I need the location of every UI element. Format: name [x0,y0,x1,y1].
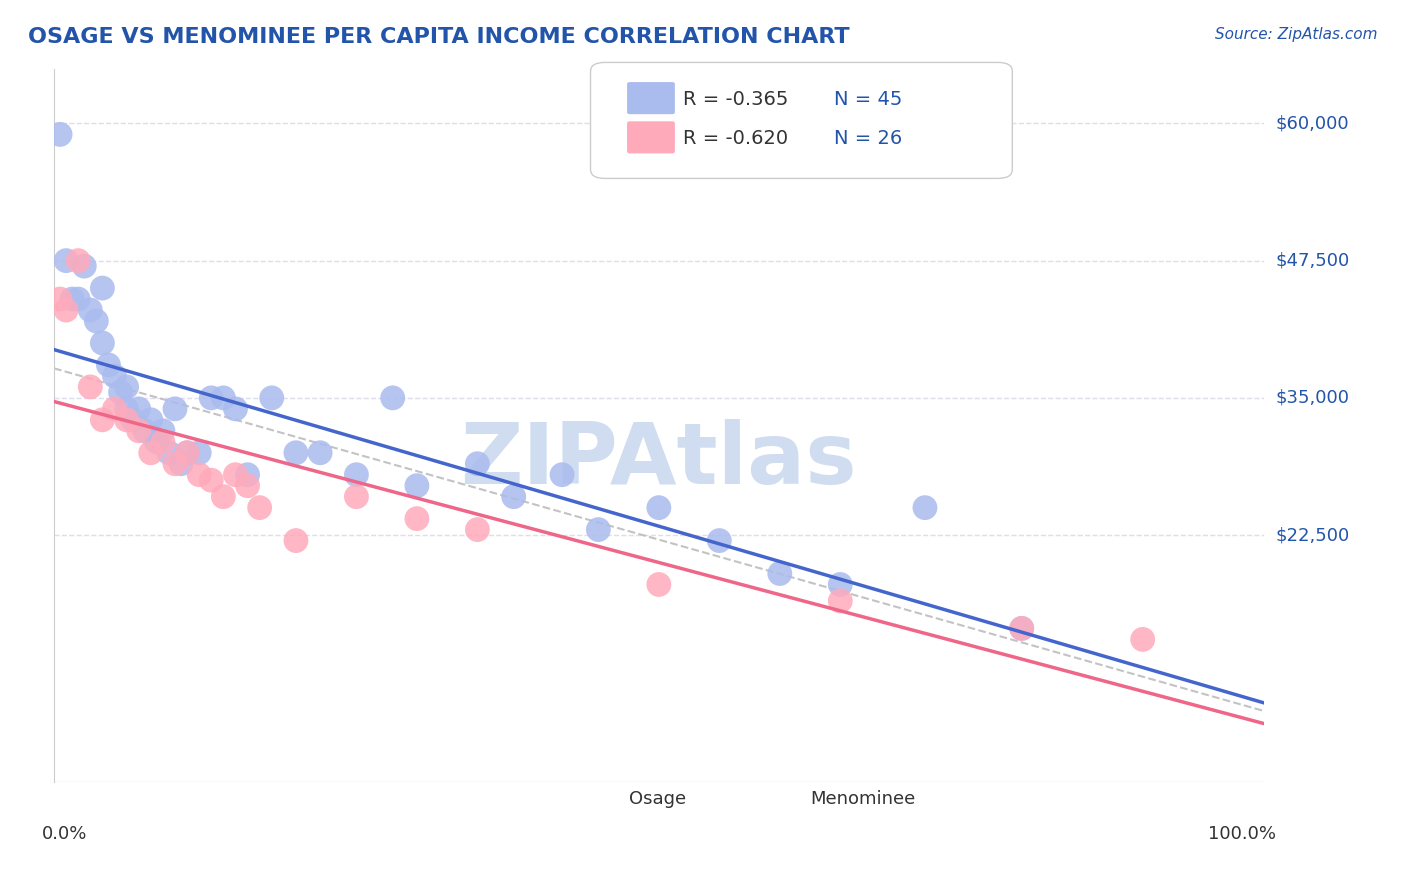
Point [139,446,162,460]
Point [49,128,72,142]
Point [224,401,246,416]
Text: N = 26: N = 26 [834,128,903,148]
Point [146,434,169,449]
Point [284,533,307,548]
Point [176,446,198,460]
Point [91,336,114,351]
Point [157,446,180,460]
Point [110,385,132,400]
Point [115,401,138,416]
Text: 100.0%: 100.0% [1208,825,1275,843]
Point [134,424,156,438]
Point [284,446,307,460]
Text: N = 45: N = 45 [834,89,903,109]
Point [103,368,125,383]
Point [163,457,186,471]
Point [309,446,332,460]
Point [502,490,524,504]
Point [648,577,671,591]
Point [467,523,489,537]
Point [346,490,368,504]
Point [128,424,150,438]
Point [236,479,259,493]
Point [103,401,125,416]
Point [406,479,429,493]
Point [152,434,174,449]
FancyBboxPatch shape [754,787,794,812]
Point [152,424,174,438]
Point [55,253,77,268]
Point [830,577,852,591]
Point [236,467,259,482]
Point [914,500,936,515]
Point [769,566,792,581]
Text: ZIPAtlas: ZIPAtlas [461,419,858,502]
Point [1011,621,1033,635]
Text: OSAGE VS MENOMINEE PER CAPITA INCOME CORRELATION CHART: OSAGE VS MENOMINEE PER CAPITA INCOME COR… [28,27,849,46]
Point [60,292,83,306]
Text: $35,000: $35,000 [1275,389,1350,407]
Text: R = -0.620: R = -0.620 [683,128,789,148]
Point [67,292,90,306]
Point [170,457,193,471]
Point [91,413,114,427]
Point [163,401,186,416]
Point [188,446,211,460]
Point [115,413,138,427]
Text: Source: ZipAtlas.com: Source: ZipAtlas.com [1215,27,1378,42]
Text: 0.0%: 0.0% [42,825,87,843]
Point [467,457,489,471]
Point [381,391,404,405]
Point [73,259,96,273]
Point [1132,632,1154,647]
Point [67,253,90,268]
Point [115,380,138,394]
Point [260,391,283,405]
Point [200,473,222,487]
Point [224,467,246,482]
Text: R = -0.365: R = -0.365 [683,89,789,109]
Point [97,358,120,372]
Point [551,467,574,482]
Text: Osage: Osage [628,790,686,808]
Point [79,380,101,394]
Point [212,490,235,504]
Point [49,292,72,306]
Point [86,314,108,328]
Point [200,391,222,405]
Point [128,401,150,416]
Point [212,391,235,405]
Point [709,533,731,548]
Point [648,500,671,515]
Point [249,500,271,515]
Point [588,523,610,537]
Text: $22,500: $22,500 [1275,526,1350,544]
FancyBboxPatch shape [572,787,613,812]
Text: $47,500: $47,500 [1275,252,1350,269]
Point [830,594,852,608]
Point [121,413,143,427]
Point [406,511,429,525]
Point [1011,621,1033,635]
Point [176,446,198,460]
Point [79,303,101,318]
Text: $60,000: $60,000 [1275,114,1350,132]
Text: Menominee: Menominee [810,790,915,808]
Point [91,281,114,295]
Point [139,413,162,427]
Point [55,303,77,318]
Point [188,467,211,482]
Point [346,467,368,482]
